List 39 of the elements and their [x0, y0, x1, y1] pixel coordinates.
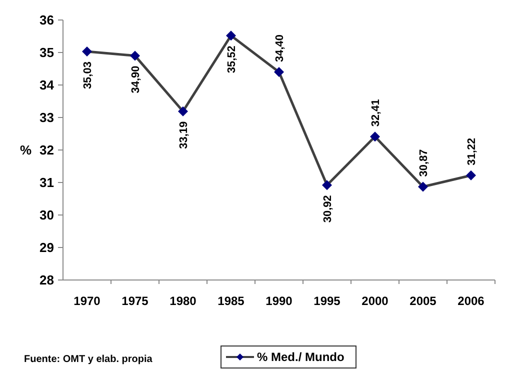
x-tick-label: 1990	[266, 294, 293, 308]
y-tick-label: 34	[40, 78, 55, 93]
x-tick-label: 2005	[410, 294, 437, 308]
text: 32,41	[370, 99, 382, 127]
point	[226, 30, 236, 41]
y-tick-label: 36	[40, 12, 54, 28]
point	[130, 50, 140, 61]
point	[82, 46, 92, 57]
y-tick-label: 33	[40, 110, 54, 126]
x-tick-label: 1980	[170, 294, 197, 308]
text: 34,40	[274, 34, 286, 62]
point	[274, 67, 284, 77]
point	[466, 170, 476, 180]
x-tick-label: 1975	[122, 294, 149, 308]
x-tick-label: 1985	[218, 294, 245, 308]
text: 35,52	[226, 46, 238, 74]
point	[178, 106, 188, 116]
text: 30,92	[322, 195, 334, 223]
point	[418, 182, 428, 192]
text: 33,19	[178, 121, 190, 149]
x-tick-label: 2006	[458, 294, 485, 308]
text: 35,03	[82, 62, 94, 90]
y-tick-label: 29	[40, 240, 54, 256]
y-tick-label: 28	[40, 272, 54, 288]
y-axis-title: %	[20, 142, 32, 158]
text: 31,22	[466, 138, 478, 166]
point	[322, 180, 332, 190]
legend-label: % Med./ Mundo	[257, 350, 344, 364]
y-tick-label: 30	[40, 208, 54, 223]
x-tick-label: 1970	[74, 294, 101, 308]
y-tick-label: 31	[40, 175, 54, 190]
point	[370, 132, 380, 142]
text: 34,90	[130, 66, 142, 94]
y-tick-label: 32	[40, 142, 54, 158]
source-note: Fuente: OMT y elab. propia	[24, 354, 153, 365]
x-tick-label: 2000	[362, 294, 389, 308]
y-tick-label: 35	[40, 45, 54, 60]
x-tick-label: 1995	[314, 294, 341, 308]
text: 30,87	[418, 149, 430, 177]
